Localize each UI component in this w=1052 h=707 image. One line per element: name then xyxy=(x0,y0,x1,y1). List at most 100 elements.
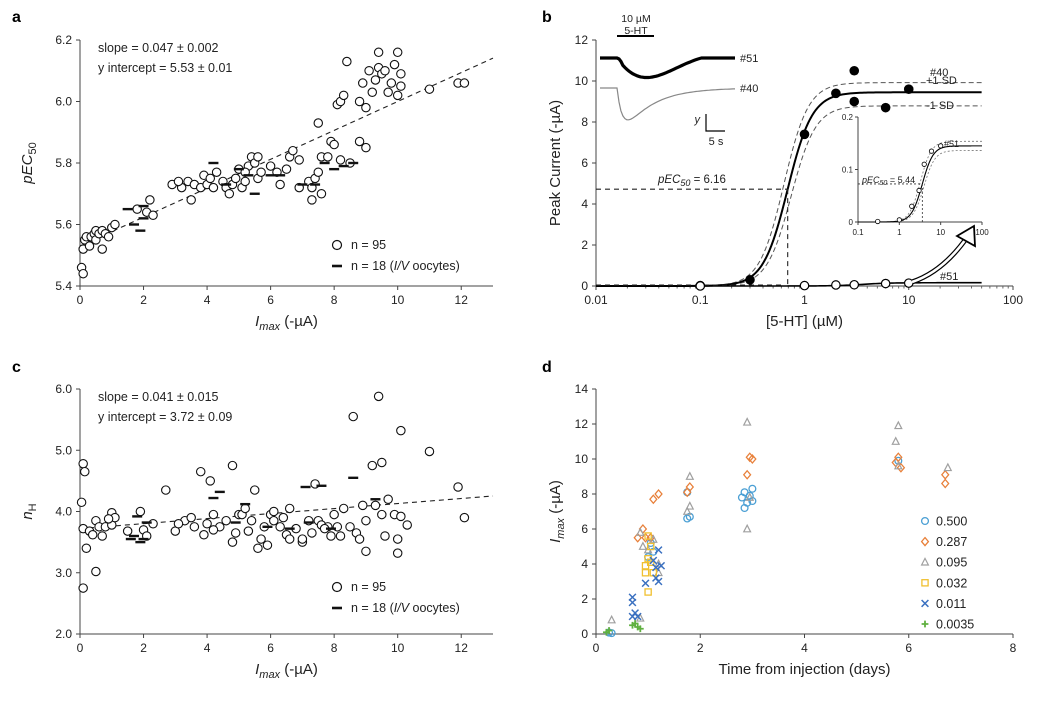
legend-dash-label: n = 18 (I/V oocytes) xyxy=(351,601,460,615)
y-tick-label: 8 xyxy=(581,115,588,129)
data-point-circle xyxy=(364,66,374,76)
data-point-51 xyxy=(799,280,810,291)
data-point-51 xyxy=(695,281,706,291)
data-point-circle xyxy=(269,506,279,517)
data-point-circle xyxy=(748,484,757,493)
data-point-circle xyxy=(329,139,339,150)
data-point-circle xyxy=(148,210,158,221)
data-point-circle xyxy=(354,136,365,147)
inset-data-point xyxy=(909,203,915,209)
data-point-diamond xyxy=(649,494,658,505)
data-point-circle xyxy=(256,167,266,177)
legend-dash-label: n = 18 (I/V oocytes) xyxy=(351,259,460,273)
curve-51 xyxy=(596,281,982,287)
data-point-circle xyxy=(199,530,209,540)
y-tick-label: 6 xyxy=(581,156,588,170)
label-51-curve: #51 xyxy=(940,271,958,283)
data-point-diamond xyxy=(748,453,757,465)
data-point-51 xyxy=(849,279,860,290)
x-tick-label: 6 xyxy=(267,641,274,655)
data-point-circle xyxy=(338,503,349,514)
data-point-circle xyxy=(396,511,406,522)
y-axis-label: Peak Current (-µA) xyxy=(547,100,564,226)
x-tick-label: 4 xyxy=(801,641,808,655)
data-point-circle xyxy=(281,164,292,174)
panel-a: 0 2 4 6 8 10 12 5.4 5.6 5.8 6.0 6.2 Imax (-µA) pEC50 s… xyxy=(19,33,494,333)
axes: 0 2 4 6 8 0 2 4 6 8 10 12 14 Time from injection (day… xyxy=(547,382,1017,678)
data-point-40 xyxy=(799,129,810,140)
data-point-circle xyxy=(284,534,295,544)
x-tick-label: 8 xyxy=(331,641,338,655)
data-point-circle xyxy=(396,425,406,436)
inset-pec50-label: pEC50 = 5.44 xyxy=(861,175,915,187)
x-tick-label: 2 xyxy=(140,641,147,655)
y-tick-label: 5.4 xyxy=(55,279,72,293)
x-axis-label: [5-HT] (µM) xyxy=(766,313,843,330)
data-point-circle xyxy=(249,485,260,495)
data-point-circle xyxy=(392,90,403,101)
label-40-curve: #40 xyxy=(930,67,948,79)
data-point-diamond xyxy=(682,487,692,498)
legend-label: 0.011 xyxy=(936,597,966,611)
data-point-triangle xyxy=(635,527,645,536)
data-point-circle xyxy=(186,512,196,523)
x-tick-label: 0 xyxy=(77,641,84,655)
data-point-circle xyxy=(211,167,222,177)
data-point-circle xyxy=(396,69,406,79)
y-tick-label: 12 xyxy=(575,33,589,47)
data-point-circle xyxy=(208,509,219,520)
data-point-circle xyxy=(367,87,378,98)
data-point-circle xyxy=(326,531,336,541)
data xyxy=(603,417,953,638)
data-point-circle xyxy=(338,90,349,101)
scale-bar-x-label: 5 s xyxy=(709,136,724,148)
data-point-circle xyxy=(240,176,250,187)
data-point-x xyxy=(657,561,666,570)
data-point-circle xyxy=(373,391,384,402)
data-point-40 xyxy=(849,96,860,107)
data-point-diamond xyxy=(742,469,752,480)
data-point-40 xyxy=(745,275,755,285)
drug-concentration-label: 10 µM xyxy=(621,13,650,25)
x-tick-label: 0.01 xyxy=(584,293,608,307)
data-point-circle xyxy=(380,531,390,541)
legend-label: 0.095 xyxy=(936,556,967,570)
inset-y-tick-label: 0 xyxy=(849,218,854,227)
data-point-circle xyxy=(135,506,146,517)
data-point-triangle xyxy=(685,501,695,510)
drug-name-label: 5-HT xyxy=(624,25,648,37)
intercept-annotation: y intercept = 5.53 ± 0.01 xyxy=(98,61,232,75)
data-point-40 xyxy=(831,88,841,99)
data-point-plus xyxy=(631,620,639,627)
data-point-circle xyxy=(354,534,365,544)
trace-51-label: #51 xyxy=(740,53,758,65)
y-tick-label: 14 xyxy=(575,382,589,396)
slope-annotation: slope = 0.041 ± 0.015 xyxy=(98,390,219,404)
data-point-circle xyxy=(288,145,298,156)
y-tick-label: 4 xyxy=(581,557,588,571)
y-axis-label: Imax (-µA) xyxy=(547,480,567,543)
data-point-circle xyxy=(269,515,279,526)
data-point-circle xyxy=(224,189,235,199)
legend-marker-diamond xyxy=(920,536,930,547)
data-point-triangle xyxy=(682,506,692,515)
inset-data-point xyxy=(928,148,935,154)
legend-marker-x xyxy=(921,599,929,608)
y-axis-label: pEC50 xyxy=(19,142,39,184)
data-point-circle xyxy=(173,518,184,529)
data-point-circle xyxy=(313,167,324,177)
data-point-circle xyxy=(161,485,171,495)
data-point-circle xyxy=(265,161,276,171)
data-point-circle xyxy=(459,78,470,88)
y-tick-label: 4 xyxy=(581,197,588,211)
data-point-circle xyxy=(377,457,387,468)
data xyxy=(76,47,470,279)
x-tick-label: 10 xyxy=(391,641,405,655)
x-tick-label: 2 xyxy=(697,641,704,655)
data xyxy=(76,391,470,593)
intercept-annotation: y intercept = 3.72 ± 0.09 xyxy=(98,410,232,424)
axes: 0 2 4 6 8 10 12 5.4 5.6 5.8 6.0 6.2 Imax (-µA) pEC50 xyxy=(19,33,493,333)
x-tick-label: 6 xyxy=(905,641,912,655)
data-point-circle xyxy=(246,515,257,526)
